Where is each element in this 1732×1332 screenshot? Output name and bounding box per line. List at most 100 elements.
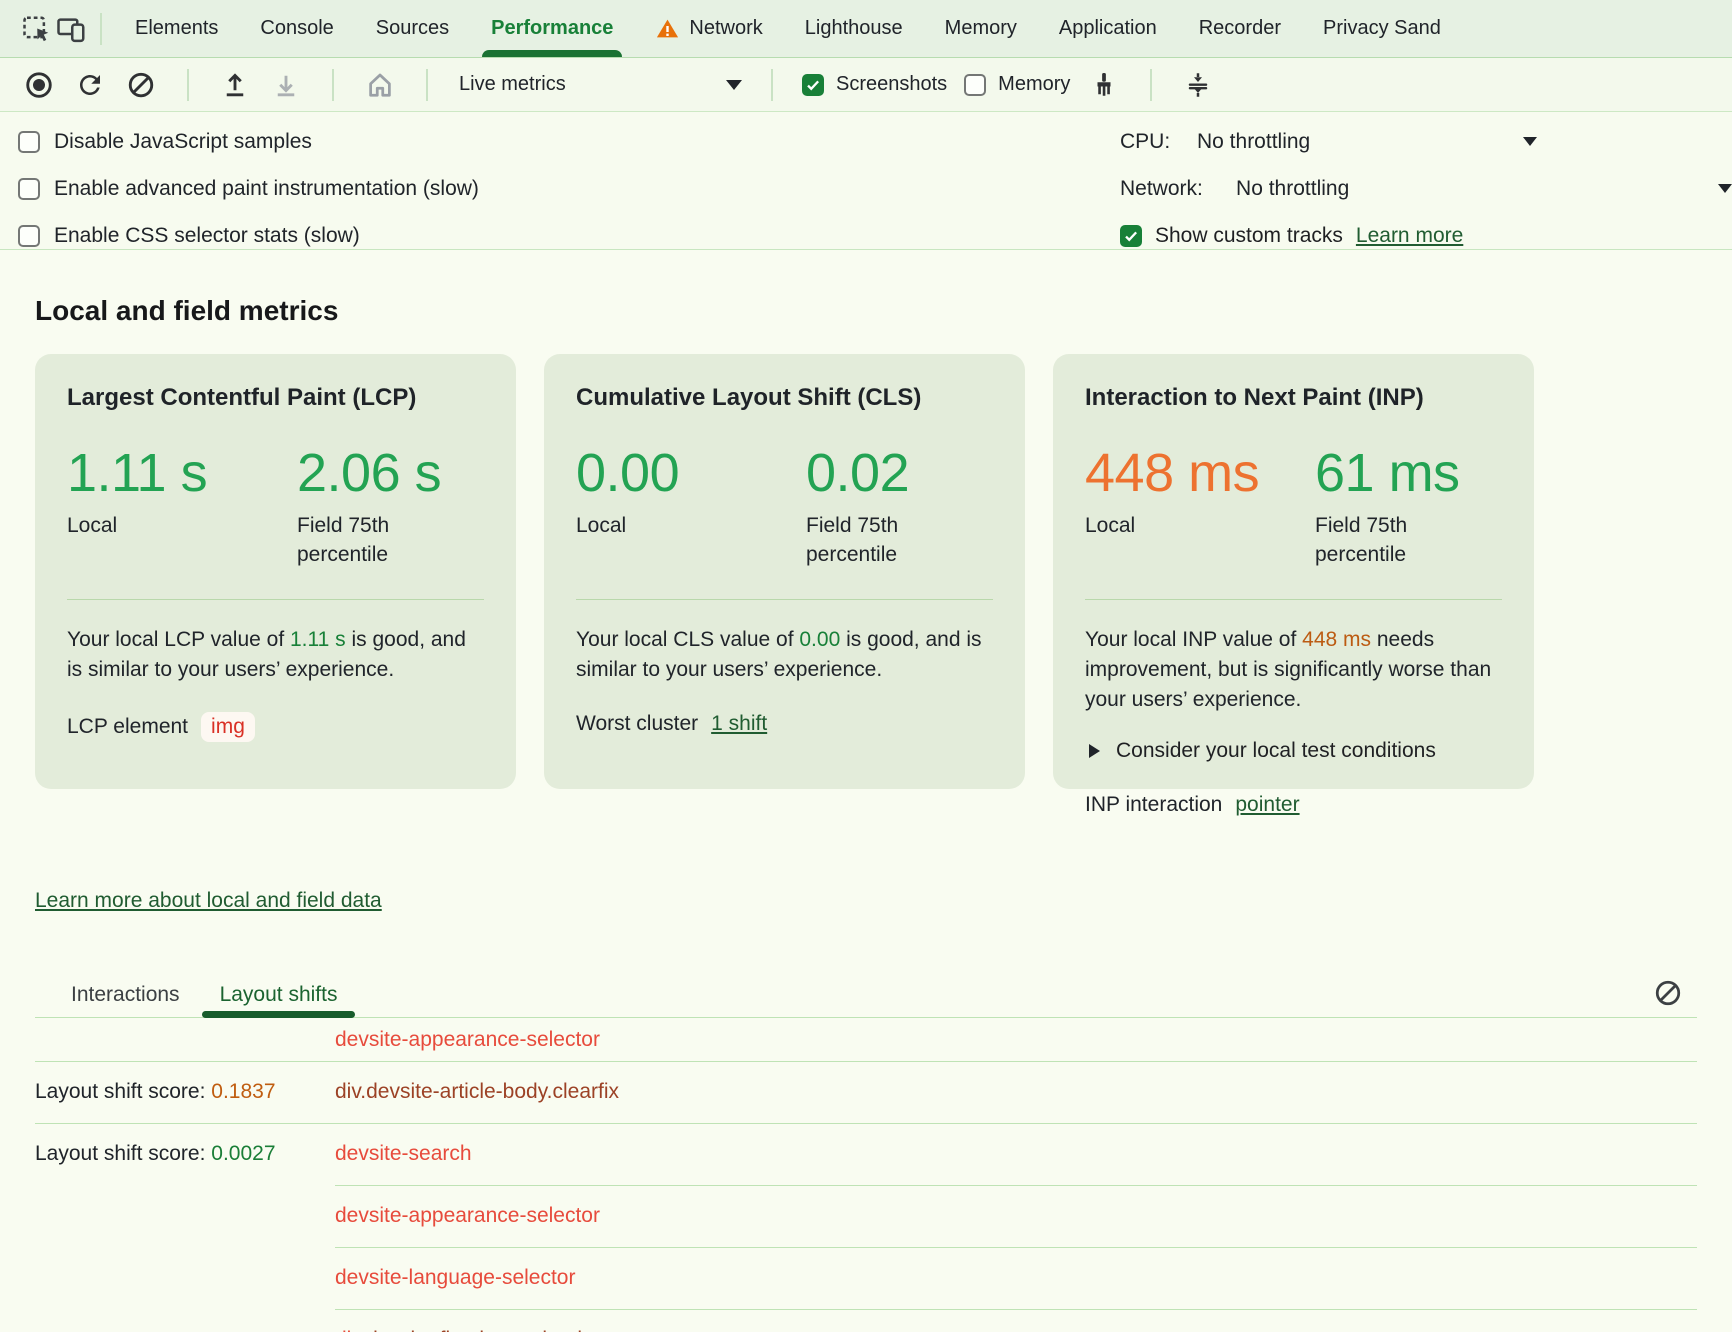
record-icon[interactable]	[22, 68, 56, 102]
inp-local-label: Local	[1085, 514, 1136, 538]
layout-shift-row[interactable]: div.devsite-floating-action-buttons	[35, 1309, 1697, 1332]
lcp-local-value: 1.11 s	[67, 443, 208, 503]
inp-interaction-link[interactable]: pointer	[1235, 793, 1300, 817]
tab-lighthouse[interactable]: Lighthouse	[804, 17, 903, 39]
inp-field-value: 61 ms	[1315, 443, 1460, 503]
row-divider	[335, 1247, 1697, 1248]
css-selector-stats-checkbox[interactable]	[18, 224, 40, 247]
cpu-label: CPU:	[1120, 129, 1171, 153]
tab-memory[interactable]: Memory	[944, 17, 1017, 39]
toolbar-separator	[771, 68, 773, 101]
layout-shift-row[interactable]: devsite-appearance-selector	[35, 1018, 1697, 1061]
inp-interaction-label: INP interaction	[1085, 793, 1223, 817]
devtools-tab-bar: Elements Console Sources Performance Net…	[0, 0, 1732, 58]
tab-elements[interactable]: Elements	[135, 17, 219, 39]
local-field-data-learn-more-link[interactable]: Learn more about local and field data	[35, 889, 382, 912]
memory-label: Memory	[998, 73, 1071, 95]
home-icon[interactable]	[363, 68, 397, 102]
chevron-down-icon	[1718, 184, 1732, 193]
shift-element-link[interactable]: devsite-search	[335, 1142, 472, 1165]
clear-icon[interactable]	[124, 68, 158, 102]
layout-shift-score: Layout shift score: 0.1837	[35, 1080, 276, 1103]
cls-card-title: Cumulative Layout Shift (CLS)	[576, 384, 922, 411]
screenshots-label: Screenshots	[836, 73, 948, 95]
layout-shift-row[interactable]: Layout shift score: 0.1837 div.devsite-a…	[35, 1061, 1697, 1123]
active-log-tab-underline	[201, 1011, 356, 1018]
reload-record-icon[interactable]	[73, 68, 107, 102]
capture-settings-pane: Disable JavaScript samples Enable advanc…	[0, 112, 1732, 250]
gc-brush-icon[interactable]	[1087, 68, 1121, 102]
tab-sources[interactable]: Sources	[375, 17, 450, 39]
live-metrics-label: Live metrics	[459, 73, 566, 95]
shift-element-link[interactable]: div.devsite-floating-action-buttons	[335, 1328, 646, 1332]
network-label: Network:	[1120, 176, 1203, 200]
lcp-field-value: 2.06 s	[297, 443, 442, 503]
inp-local-value: 448 ms	[1085, 443, 1260, 503]
toolbar-separator	[187, 68, 189, 101]
cls-card: Cumulative Layout Shift (CLS) 0.00 Local…	[544, 354, 1025, 789]
css-selector-stats-label: Enable CSS selector stats (slow)	[54, 223, 360, 247]
local-test-conditions-disclosure[interactable]: Consider your local test conditions	[1085, 739, 1502, 763]
cls-field-value: 0.02	[806, 443, 910, 503]
metric-cards: Largest Contentful Paint (LCP) 1.11 s Lo…	[35, 354, 1732, 816]
tab-network[interactable]: Network	[634, 0, 783, 57]
disclosure-triangle-icon	[1089, 744, 1100, 759]
shift-element-link[interactable]: devsite-appearance-selector	[335, 1204, 600, 1227]
screenshots-checkbox[interactable]	[802, 73, 824, 96]
device-toolbar-icon[interactable]	[54, 12, 88, 46]
page-title: Local and field metrics	[35, 295, 339, 326]
inp-description: Your local INP value of 448 ms needs imp…	[1085, 628, 1492, 712]
show-custom-tracks-checkbox[interactable]	[1120, 224, 1142, 247]
download-profile-icon[interactable]	[269, 68, 303, 102]
lcp-element-label: LCP element	[67, 715, 189, 739]
network-throttling-value: No throttling	[1236, 176, 1350, 200]
shift-element-link[interactable]: devsite-appearance-selector	[335, 1027, 600, 1051]
css-selector-stats-row[interactable]: Enable CSS selector stats (slow)	[18, 212, 1732, 259]
collapse-panel-icon[interactable]	[1181, 68, 1215, 102]
tab-console[interactable]: Console	[260, 17, 334, 39]
network-throttling-select[interactable]: No throttling	[1236, 177, 1732, 201]
disable-js-samples-row[interactable]: Disable JavaScript samples	[18, 118, 1732, 165]
shift-element-link[interactable]: div.devsite-article-body.clearfix	[335, 1080, 619, 1103]
layout-shift-row[interactable]: Layout shift score: 0.0027 devsite-searc…	[35, 1123, 1697, 1185]
tab-performance[interactable]: Performance	[470, 0, 634, 57]
advanced-paint-checkbox[interactable]	[18, 177, 40, 200]
lcp-element-chip[interactable]: img	[201, 712, 255, 743]
inp-card-title: Interaction to Next Paint (INP)	[1085, 384, 1424, 411]
row-divider	[335, 1185, 1697, 1186]
cpu-throttling-row: CPU: No throttling	[1120, 118, 1732, 165]
worst-cluster-link[interactable]: 1 shift	[711, 712, 768, 736]
clear-log-icon[interactable]	[1651, 976, 1685, 1010]
disable-js-samples-label: Disable JavaScript samples	[54, 129, 312, 153]
shift-element-link[interactable]: devsite-language-selector	[335, 1266, 576, 1289]
upload-profile-icon[interactable]	[218, 68, 252, 102]
chevron-down-icon	[1523, 137, 1537, 146]
inspect-element-icon[interactable]	[20, 12, 54, 46]
inp-card: Interaction to Next Paint (INP) 448 ms L…	[1053, 354, 1534, 816]
row-divider	[35, 1061, 1697, 1062]
show-custom-tracks-row: Show custom tracks Learn more	[1120, 212, 1732, 259]
disable-js-samples-checkbox[interactable]	[18, 130, 40, 153]
performance-toolbar: Live metrics Screenshots Memory	[0, 58, 1732, 112]
cpu-throttling-select[interactable]: No throttling	[1197, 130, 1537, 154]
layout-shift-row[interactable]: devsite-language-selector	[35, 1247, 1697, 1309]
advanced-paint-label: Enable advanced paint instrumentation (s…	[54, 176, 479, 200]
layout-shifts-log: devsite-appearance-selector Layout shift…	[35, 1018, 1697, 1332]
tab-interactions[interactable]: Interactions	[71, 983, 180, 1006]
cls-field-label: Field 75th percentile	[806, 514, 899, 567]
throttling-settings: CPU: No throttling Network: No throttlin…	[1120, 118, 1732, 259]
history-dropdown[interactable]: Live metrics	[459, 73, 742, 96]
advanced-paint-row[interactable]: Enable advanced paint instrumentation (s…	[18, 165, 1732, 212]
layout-shift-row[interactable]: devsite-appearance-selector	[35, 1185, 1697, 1247]
memory-checkbox[interactable]	[964, 73, 987, 96]
tab-application[interactable]: Application	[1058, 17, 1157, 39]
custom-tracks-learn-more-link[interactable]: Learn more	[1355, 223, 1464, 247]
tab-recorder[interactable]: Recorder	[1198, 17, 1281, 39]
screenshots-checkbox-row[interactable]: Screenshots	[802, 73, 947, 96]
log-tab-bar: Interactions Layout shifts	[35, 973, 1697, 1018]
cls-local-value: 0.00	[576, 443, 680, 503]
tab-privacy-sandbox[interactable]: Privacy Sand	[1323, 17, 1441, 39]
memory-checkbox-row[interactable]: Memory	[964, 73, 1070, 96]
tab-layout-shifts[interactable]: Layout shifts	[200, 973, 358, 1018]
lcp-local-label: Local	[67, 514, 118, 538]
